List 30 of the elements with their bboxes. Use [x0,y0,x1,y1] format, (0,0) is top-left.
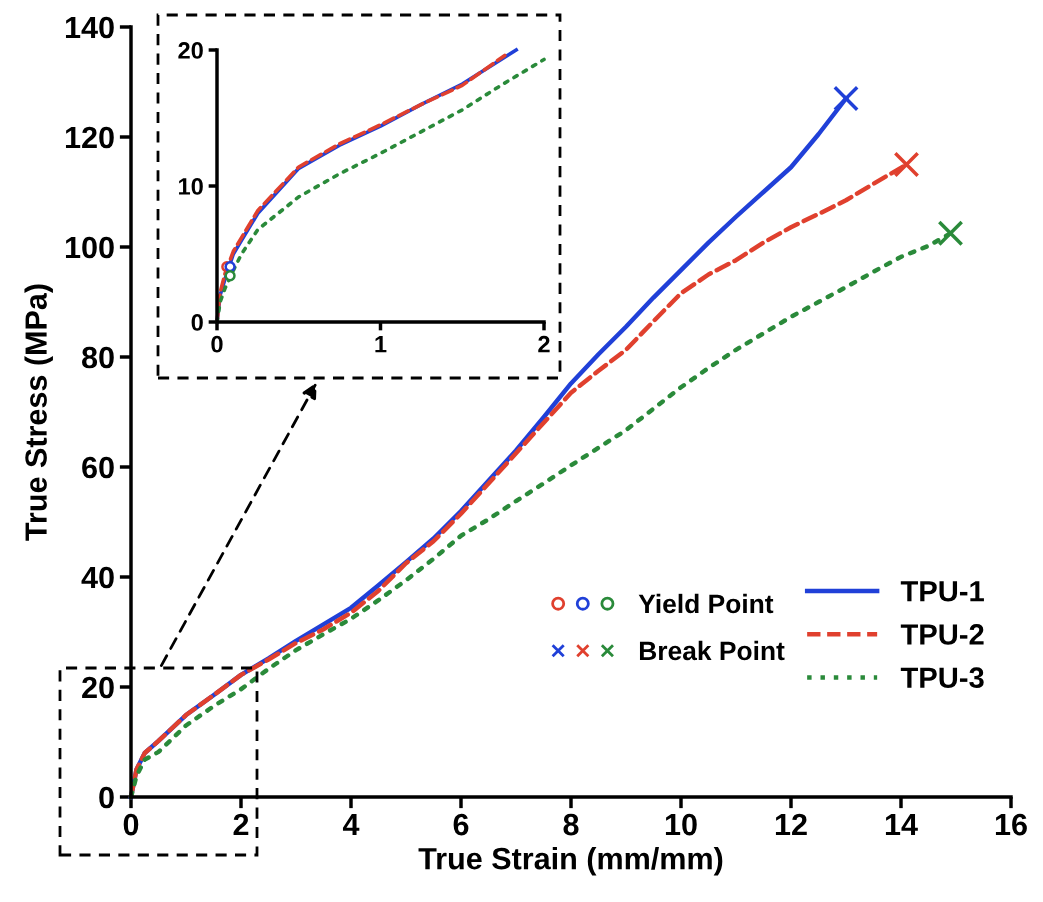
legend-label: TPU-3 [900,667,984,689]
legend-label: Break Point [639,640,785,661]
y-tick-label: 10 [179,178,203,195]
x-tick-label: 14 [885,814,918,836]
y-tick-label: 100 [65,236,114,259]
y-tick-label: 80 [82,346,114,369]
x-tick-label: 0 [211,335,223,353]
y-tick-label: 20 [178,42,203,59]
y-tick-label: 40 [81,566,114,589]
legend-label: TPU-2 [900,624,984,645]
legend-label: Yield Point [638,593,774,614]
x-tick-label: 8 [563,813,579,836]
x-tick-label: 2 [538,335,550,353]
x-tick-label: 6 [453,813,469,836]
y-tick-label: 20 [82,676,114,699]
y-tick-label: 120 [65,126,114,149]
x-axis-title: True Strain (mm/mm) [418,847,723,876]
x-tick-label: 12 [775,813,807,836]
y-tick-label: 0 [99,786,114,809]
x-tick-label: 2 [233,813,249,836]
x-tick-label: 0 [123,813,139,836]
y-tick-label: 60 [82,456,114,479]
x-tick-label: 10 [665,813,697,836]
y-tick-label: 140 [65,16,114,39]
y-axis-title: True Stress (MPa) [24,284,53,541]
legend-label: TPU-1 [900,581,984,602]
x-tick-label: 4 [342,814,360,836]
x-tick-label: 16 [995,813,1027,836]
x-tick-label: 1 [375,336,387,353]
y-tick-label: 0 [191,314,203,331]
